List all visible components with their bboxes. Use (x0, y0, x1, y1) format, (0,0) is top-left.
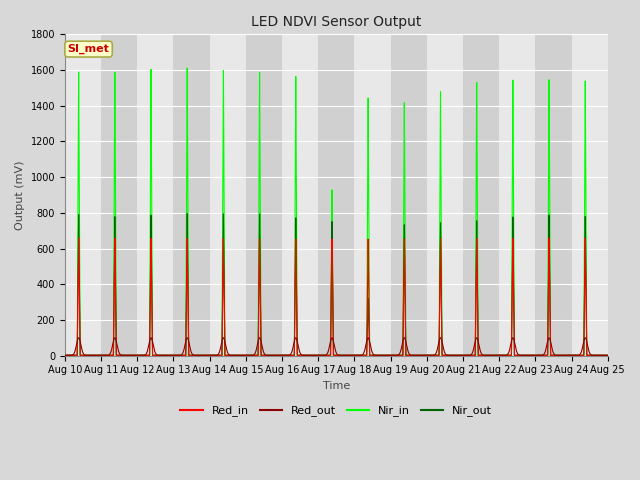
Bar (390, 35, 427, 356)
Y-axis label: Output (mV): Output (mV) (15, 160, 25, 230)
Title: LED NDVI Sensor Output: LED NDVI Sensor Output (251, 15, 422, 29)
Bar (246, 35, 282, 356)
Bar (318, 35, 355, 356)
Bar (65, 35, 101, 356)
Bar (101, 35, 137, 356)
Bar (463, 35, 499, 356)
Bar (210, 35, 246, 356)
Bar (137, 35, 173, 356)
Bar (499, 35, 535, 356)
Text: SI_met: SI_met (68, 44, 109, 54)
Bar (427, 35, 463, 356)
Bar (572, 35, 608, 356)
Bar (535, 35, 572, 356)
Legend: Red_in, Red_out, Nir_in, Nir_out: Red_in, Red_out, Nir_in, Nir_out (176, 401, 497, 421)
Bar (173, 35, 210, 356)
Bar (282, 35, 318, 356)
Bar (355, 35, 390, 356)
X-axis label: Time: Time (323, 381, 350, 391)
